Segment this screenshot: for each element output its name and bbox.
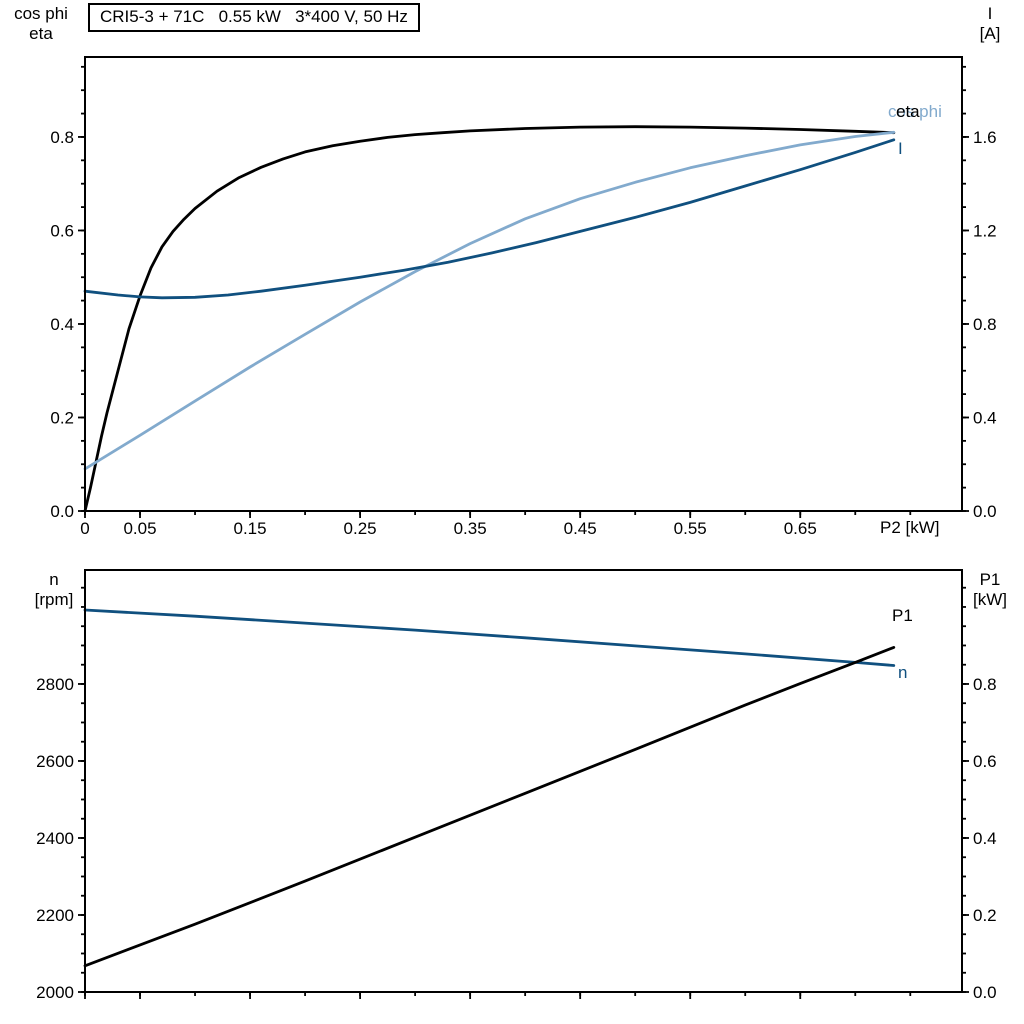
axis-title-n-unit: [rpm] bbox=[34, 590, 74, 609]
axis-title-current-unit: [A] bbox=[979, 24, 1001, 43]
y-right-tick-label: 1.2 bbox=[973, 221, 997, 240]
chart-bottom: 2000 2200 2400 2600 2800 0.0 0.2 0.4 0.6 0.8 bbox=[36, 569, 997, 1002]
y-left-tick-label: 0.4 bbox=[50, 315, 74, 334]
y-right-tick-label: 0.8 bbox=[973, 315, 997, 334]
axis-title-cosphi: cos phi bbox=[14, 4, 68, 23]
curve-label-eta: eta bbox=[896, 102, 920, 121]
series-n bbox=[83, 608, 896, 667]
y-left-tick-label: 0.2 bbox=[50, 408, 74, 427]
series-eta bbox=[83, 125, 896, 513]
x-tick-label: 0.55 bbox=[674, 519, 707, 538]
y-left-tick-label: 2200 bbox=[36, 906, 74, 925]
x-tick-label: 0.45 bbox=[564, 519, 597, 538]
plot-border bbox=[84, 56, 963, 512]
chart-top: 0 0.05 0.15 0.25 0.35 0.45 0.55 0.65 0.0 0.2 0.4 0.… bbox=[50, 56, 997, 538]
y-right-tick-label: 0.0 bbox=[973, 502, 997, 521]
y-left-tick-label: 2600 bbox=[36, 752, 74, 771]
y-right-tick-label: 0.4 bbox=[973, 829, 997, 848]
y-left-tick-label: 2800 bbox=[36, 675, 74, 694]
x-tick-label: 0.65 bbox=[784, 519, 817, 538]
axis-title-eta: eta bbox=[29, 24, 53, 43]
y-left-tick-label: 0.6 bbox=[50, 221, 74, 240]
axis-title-p1: P1 bbox=[979, 570, 1001, 589]
y-right-tick-label: 0.0 bbox=[973, 983, 997, 1002]
axis-title-n: n bbox=[49, 570, 59, 589]
x-tick-label: 0.15 bbox=[234, 519, 267, 538]
x-tick-label: 0.35 bbox=[454, 519, 487, 538]
series-P1 bbox=[83, 646, 896, 968]
y-left-tick-label: 2400 bbox=[36, 829, 74, 848]
curve-label-n: n bbox=[898, 663, 908, 682]
y-right-tick-label: 0.2 bbox=[973, 906, 997, 925]
curve-label-cos-phi: cos phi bbox=[888, 102, 942, 121]
top-left-axis-title: cos phi eta bbox=[4, 4, 78, 44]
x-tick-label: 0 bbox=[80, 519, 89, 538]
bottom-right-axis-title: P1 [kW] bbox=[964, 570, 1016, 610]
y-left-tick-label: 2000 bbox=[36, 983, 74, 1002]
y-right-tick-label: 0.8 bbox=[973, 675, 997, 694]
y-right-tick-label: 0.4 bbox=[973, 408, 997, 427]
y-right-tick-label: 1.6 bbox=[973, 128, 997, 147]
series-cos-phi bbox=[83, 130, 896, 471]
series-I bbox=[83, 138, 896, 300]
curve-label-p1: P1 bbox=[892, 606, 913, 625]
top-right-axis-title: I [A] bbox=[964, 4, 1016, 44]
y-right-tick-label: 0.6 bbox=[973, 752, 997, 771]
axis-title-current: I bbox=[987, 4, 993, 23]
curve-label-current: I bbox=[898, 139, 903, 158]
x-axis-label: P2 [kW] bbox=[880, 518, 940, 537]
axis-title-p1-unit: [kW] bbox=[973, 590, 1007, 609]
plot-border bbox=[84, 569, 963, 993]
x-tick-label: 0.05 bbox=[123, 519, 156, 538]
bottom-left-axis-title: n [rpm] bbox=[26, 570, 82, 610]
x-tick-label: 0.25 bbox=[344, 519, 377, 538]
y-left-tick-label: 0.8 bbox=[50, 128, 74, 147]
y-left-tick-label: 0.0 bbox=[50, 502, 74, 521]
chart-title-box: CRI5-3 + 71C 0.55 kW 3*400 V, 50 Hz bbox=[88, 3, 420, 32]
